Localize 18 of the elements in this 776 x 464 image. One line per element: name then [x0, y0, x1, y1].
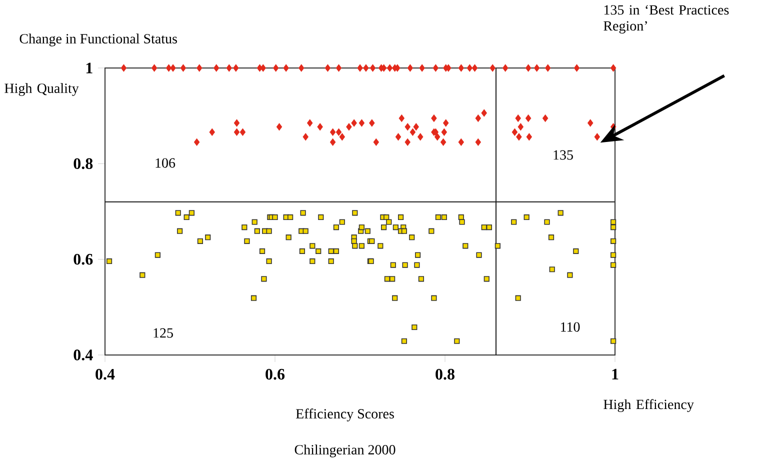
- x-tick-label: 1: [612, 368, 618, 380]
- text: Chilingerian 2000: [294, 444, 396, 458]
- x-tick-label: 0.4: [96, 368, 115, 380]
- text: High Efficiency: [604, 399, 694, 412]
- annotation: 125: [154, 328, 173, 338]
- y-tick-label: 0.8: [74, 158, 93, 170]
- y-tick-label: 1: [86, 62, 92, 74]
- text: 135 in ‘Best Practices Region’: [604, 5, 729, 34]
- annotation: 135: [554, 150, 573, 160]
- annotation: 110: [560, 322, 580, 332]
- annotation: 106: [156, 158, 176, 168]
- text: Change in Functional Status: [20, 34, 177, 46]
- y-tick-label: 0.4: [74, 350, 93, 360]
- x-axis-title: Efficiency Scores: [296, 408, 394, 422]
- text: High Quality: [4, 83, 79, 96]
- x-tick-label: 0.6: [266, 368, 285, 380]
- x-tick-label: 0.8: [436, 368, 454, 380]
- y-tick-label: 0.6: [74, 254, 93, 265]
